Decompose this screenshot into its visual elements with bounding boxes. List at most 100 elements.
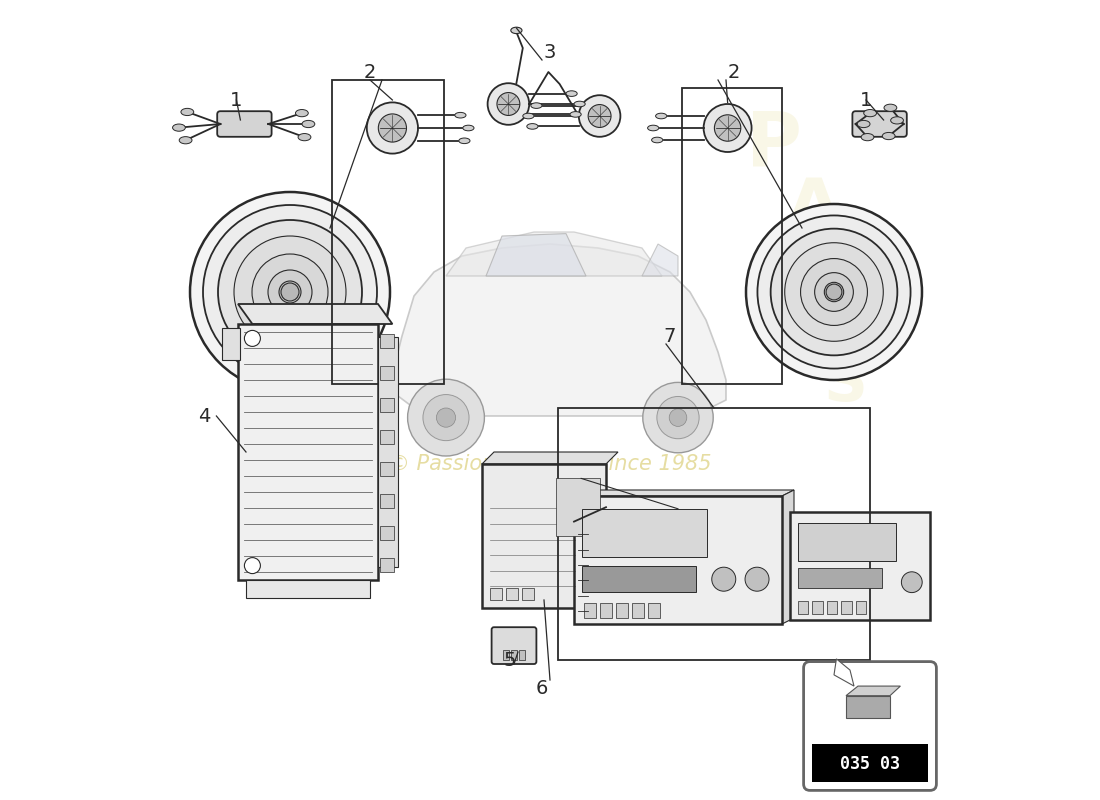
Text: 2: 2: [728, 62, 740, 82]
Polygon shape: [846, 686, 901, 696]
Circle shape: [378, 114, 407, 142]
Bar: [519, 650, 525, 660]
Bar: [813, 601, 823, 614]
Circle shape: [746, 204, 922, 380]
Ellipse shape: [179, 137, 192, 144]
Circle shape: [669, 409, 686, 426]
Text: 5: 5: [504, 650, 516, 670]
Circle shape: [279, 281, 301, 303]
Circle shape: [252, 254, 328, 330]
Circle shape: [801, 258, 868, 326]
Bar: [648, 603, 660, 618]
Bar: [682, 88, 782, 384]
Bar: [798, 601, 808, 614]
Bar: [379, 398, 394, 412]
Circle shape: [244, 330, 261, 346]
Bar: [790, 512, 930, 620]
Bar: [522, 588, 534, 600]
Bar: [503, 650, 509, 660]
Polygon shape: [486, 234, 586, 276]
Bar: [631, 603, 644, 618]
Bar: [558, 408, 870, 660]
Polygon shape: [834, 659, 854, 686]
Text: R: R: [828, 239, 880, 305]
Text: 035 03: 035 03: [840, 755, 900, 774]
Polygon shape: [642, 244, 678, 276]
Text: A: A: [788, 174, 840, 242]
Ellipse shape: [648, 126, 659, 130]
Ellipse shape: [459, 138, 470, 144]
Text: 2: 2: [364, 62, 376, 82]
Bar: [616, 603, 628, 618]
Ellipse shape: [574, 102, 585, 106]
Circle shape: [408, 379, 484, 456]
Circle shape: [771, 229, 898, 355]
Bar: [246, 580, 370, 598]
Bar: [490, 588, 502, 600]
Text: 4: 4: [198, 406, 210, 426]
Bar: [379, 366, 394, 380]
Circle shape: [268, 270, 312, 314]
Bar: [827, 601, 837, 614]
Ellipse shape: [531, 103, 542, 108]
Circle shape: [190, 192, 390, 392]
Bar: [846, 696, 890, 718]
Ellipse shape: [510, 27, 522, 34]
Circle shape: [704, 104, 751, 152]
Circle shape: [244, 558, 261, 574]
Ellipse shape: [173, 124, 186, 131]
Bar: [238, 324, 378, 580]
Ellipse shape: [566, 91, 578, 96]
Text: S: S: [824, 354, 868, 414]
Ellipse shape: [463, 126, 474, 130]
Bar: [510, 650, 517, 660]
Circle shape: [588, 105, 610, 127]
Ellipse shape: [296, 110, 308, 117]
Bar: [379, 558, 394, 572]
Bar: [379, 494, 394, 508]
FancyBboxPatch shape: [217, 111, 272, 137]
Ellipse shape: [656, 114, 667, 118]
Polygon shape: [446, 232, 662, 276]
Polygon shape: [782, 490, 794, 624]
Text: 1: 1: [860, 90, 872, 110]
Bar: [813, 744, 927, 782]
Bar: [582, 509, 707, 558]
Bar: [798, 568, 882, 587]
Ellipse shape: [298, 134, 311, 141]
Polygon shape: [574, 490, 794, 496]
Circle shape: [714, 114, 740, 141]
Circle shape: [901, 572, 922, 593]
Bar: [482, 464, 606, 608]
Circle shape: [826, 284, 842, 300]
Circle shape: [280, 283, 299, 301]
Ellipse shape: [884, 104, 896, 111]
Ellipse shape: [522, 114, 534, 118]
Bar: [379, 430, 394, 444]
Bar: [378, 337, 398, 567]
Text: 7: 7: [663, 326, 676, 346]
Ellipse shape: [651, 138, 663, 142]
Circle shape: [234, 236, 346, 348]
Polygon shape: [482, 452, 618, 464]
Circle shape: [784, 242, 883, 342]
Ellipse shape: [861, 134, 873, 141]
Ellipse shape: [180, 108, 194, 115]
Circle shape: [642, 382, 713, 453]
FancyBboxPatch shape: [492, 627, 537, 664]
Bar: [584, 603, 595, 618]
Circle shape: [204, 205, 377, 379]
Text: P: P: [746, 107, 802, 181]
FancyBboxPatch shape: [804, 662, 936, 790]
Text: 6: 6: [536, 678, 548, 698]
Circle shape: [758, 215, 911, 369]
Bar: [856, 601, 866, 614]
Bar: [600, 603, 612, 618]
Circle shape: [712, 567, 736, 591]
Circle shape: [824, 282, 844, 302]
Text: T: T: [784, 297, 827, 359]
Text: © Passion for parts since 1985: © Passion for parts since 1985: [388, 454, 712, 474]
Ellipse shape: [882, 133, 895, 140]
Bar: [574, 496, 782, 624]
FancyBboxPatch shape: [852, 111, 906, 137]
